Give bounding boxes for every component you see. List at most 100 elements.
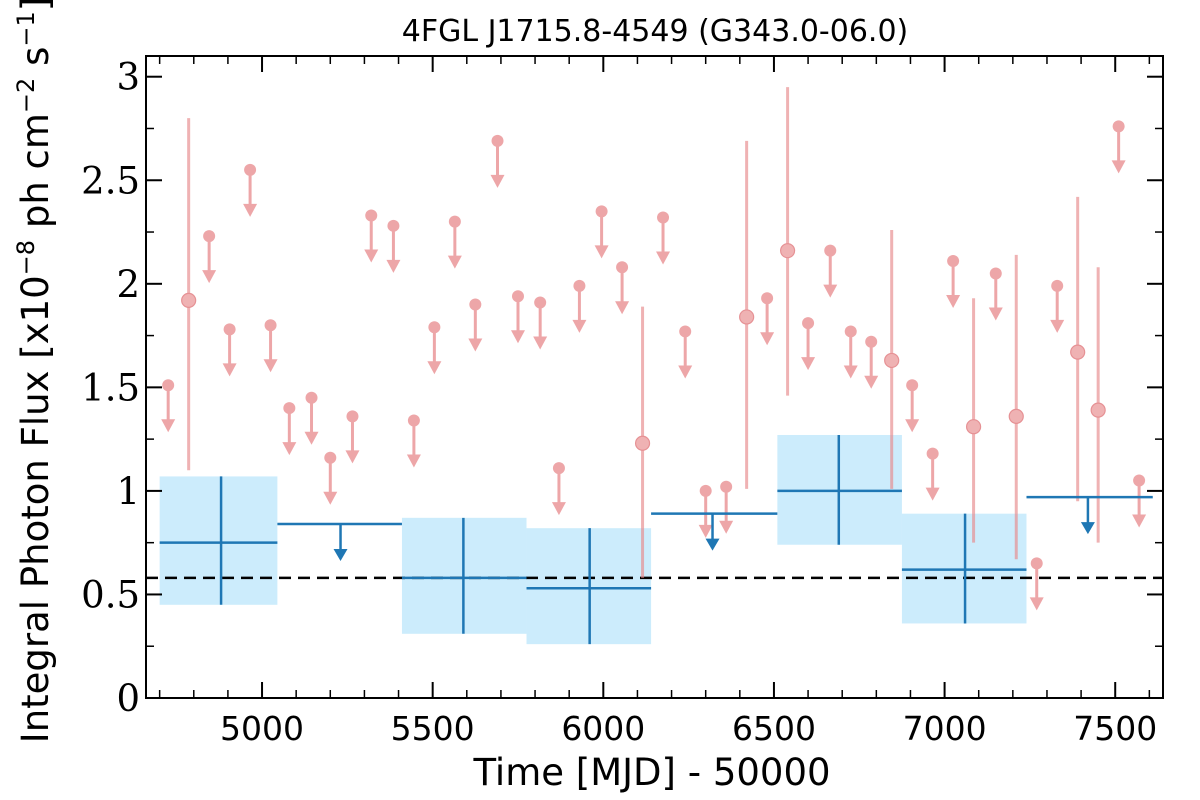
short-bin-detection-8: [1090, 267, 1106, 543]
short-bin-point: [181, 292, 197, 308]
y-tick-label: 0.5: [81, 573, 140, 616]
short-bin-ul-arrowhead: [1029, 597, 1044, 611]
short-bin-point: [1008, 408, 1024, 424]
short-bin-ul-arrowhead: [823, 284, 838, 298]
short-bin-ul-arrowhead: [551, 502, 566, 516]
long-bin-detection-2: [526, 528, 652, 645]
long-bin-ul-arrowhead: [705, 538, 720, 551]
short-bin-ul-arrowhead: [988, 307, 1003, 321]
short-bin-ul-arrowhead: [760, 332, 775, 346]
short-bin-upper-limit-1: [202, 230, 217, 284]
short-bin-ul-arrowhead: [1132, 514, 1147, 528]
short-bin-ul-arrowhead: [161, 419, 176, 433]
short-bin-detection-1: [634, 306, 651, 578]
short-bin-upper-limit-25: [719, 480, 734, 534]
short-bin-ul-arrowhead: [1111, 160, 1126, 174]
short-bin-upper-limit-8: [345, 410, 360, 464]
short-bin-upper-limit-5: [282, 402, 297, 456]
short-bin-upper-limit-7: [323, 451, 338, 505]
y-tick-label: 2.5: [81, 159, 140, 202]
short-bin-point: [1090, 402, 1106, 418]
short-bin-ul-arrowhead: [533, 336, 548, 350]
short-bin-ul-arrowhead: [427, 361, 442, 375]
short-bin-ul-arrowhead: [656, 251, 671, 265]
short-bin-detection-0: [181, 118, 197, 471]
short-bin-ul-arrowhead: [698, 524, 713, 538]
short-bin-upper-limit-23: [678, 325, 693, 379]
short-bin-ul-arrowhead: [719, 520, 734, 534]
x-axis-label: Time [MJD] - 50000: [472, 751, 830, 794]
short-bin-ul-point: [824, 244, 837, 257]
long-bin-upper-limit-2: [1026, 495, 1153, 535]
short-bin-upper-limit-38: [1132, 474, 1147, 528]
short-bin-upper-limit-14: [468, 298, 483, 352]
short-bin-upper-limit-0: [161, 379, 176, 433]
short-bin-ul-arrowhead: [905, 419, 920, 433]
short-bin-upper-limit-22: [656, 211, 671, 265]
axis-ticks: 0 0.5 1 1.5 2 2.5 3 5000 5500 6000 6500 7000 7500: [81, 56, 1163, 748]
short-bin-upper-limit-17: [533, 296, 548, 350]
short-bin-ul-arrowhead: [406, 454, 421, 468]
short-bin-point: [965, 419, 982, 435]
short-bin-ul-arrowhead: [222, 363, 237, 377]
long-bin-detection-4: [901, 513, 1027, 624]
short-bin-upper-limit-36: [1050, 279, 1065, 333]
y-tick-label: 1.5: [81, 366, 140, 409]
short-bin-upper-limit-34: [988, 267, 1003, 321]
short-bin-ul-arrowhead: [345, 450, 360, 464]
long-bin-detection-0: [159, 476, 278, 605]
y-tick-label: 2: [116, 263, 140, 306]
short-bin-upper-limit-16: [510, 290, 525, 344]
long-bin-band-0: [159, 476, 278, 605]
short-bin-upper-limit-24: [698, 484, 713, 538]
short-bin-point: [884, 352, 900, 369]
x-tick-label: 7000: [903, 709, 987, 748]
short-bin-detection-2: [739, 140, 755, 489]
short-bin-ul-arrowhead: [243, 203, 258, 217]
short-bin-ul-arrowhead: [864, 375, 879, 389]
short-bin-upper-limit-33: [946, 255, 961, 309]
short-bin-ul-arrowhead: [490, 174, 505, 188]
short-bin-detection-6: [1008, 254, 1024, 560]
long-bin-detection-3: [777, 434, 902, 545]
long-bin-ul-arrowhead: [333, 549, 348, 562]
short-bin-ul-arrowhead: [594, 245, 609, 259]
short-bin-upper-limit-31: [905, 379, 920, 433]
short-bin-upper-limit-21: [615, 261, 630, 315]
short-bin-point: [634, 435, 651, 451]
short-bin-ul-arrowhead: [323, 491, 338, 505]
short-bin-ul-arrowhead: [447, 255, 462, 269]
short-bin-upper-limit-9: [364, 209, 379, 263]
short-bin-upper-limit-4: [263, 319, 278, 373]
x-tick-label: 6500: [732, 709, 816, 748]
short-bin-upper-limit-29: [843, 325, 858, 379]
short-bin-upper-limit-12: [427, 321, 442, 375]
short-bin-ul-arrowhead: [364, 249, 379, 263]
short-bin-point: [779, 243, 796, 259]
short-bin-ul-arrowhead: [263, 359, 278, 373]
short-bin-detection-3: [779, 87, 796, 396]
short-bin-upper-limit-35: [1029, 557, 1044, 611]
short-bin-upper-limit-37: [1111, 120, 1126, 174]
x-tick-label: 5500: [391, 709, 475, 748]
short-bin-upper-limit-18: [551, 462, 566, 516]
short-bin-upper-limit-2: [222, 323, 237, 377]
y-tick-label: 1: [116, 470, 140, 513]
short-bin-upper-limit-26: [760, 292, 775, 346]
y-tick-label: 0: [116, 677, 140, 720]
short-bin-upper-limit-28: [823, 244, 838, 298]
y-tick-label: 3: [116, 56, 140, 99]
chart-title: 4FGL J1715.8-4549 (G343.0-06.0): [402, 14, 909, 49]
short-bin-upper-limit-30: [864, 335, 879, 389]
short-bin-ul-arrowhead: [615, 301, 630, 315]
short-bin-ul-arrowhead: [843, 365, 858, 379]
short-bin-upper-limit-15: [490, 134, 505, 188]
plot-area: [146, 87, 1163, 645]
short-bin-upper-limit-6: [304, 391, 319, 445]
short-bin-ul-arrowhead: [1050, 319, 1065, 333]
short-bin-ul-arrowhead: [510, 330, 525, 344]
short-bin-ul-arrowhead: [572, 319, 587, 333]
short-bin-ul-arrowhead: [925, 487, 940, 501]
short-bin-upper-limit-27: [801, 317, 816, 371]
long-bin-ul-arrowhead: [1080, 522, 1095, 535]
